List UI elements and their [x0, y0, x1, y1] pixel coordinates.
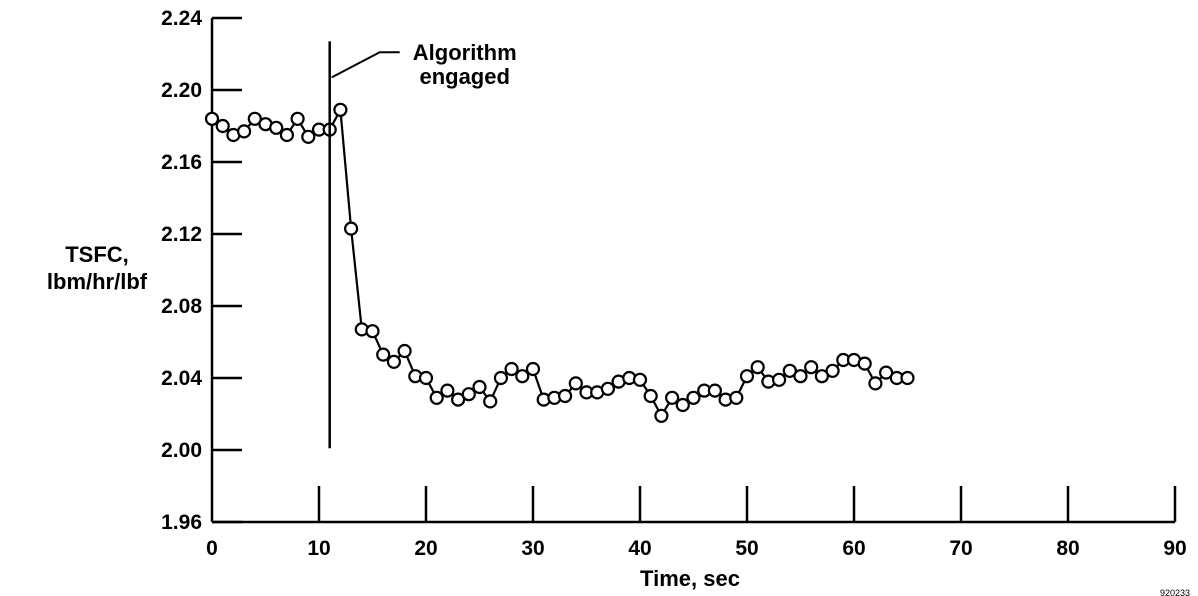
data-point	[418, 370, 434, 386]
annotation-label: Algorithm	[413, 40, 517, 65]
y-tick-label: 2.00	[161, 439, 202, 462]
x-tick-label: 60	[842, 537, 865, 560]
data-point	[247, 111, 262, 126]
data-point	[493, 370, 508, 386]
data-point	[365, 324, 380, 339]
data-point	[461, 387, 476, 402]
y-axis-title-line-1: TSFC,	[65, 242, 129, 267]
data-point	[804, 360, 819, 375]
x-tick-label: 70	[949, 537, 972, 560]
data-point	[386, 354, 401, 369]
x-tick-label: 20	[414, 537, 437, 560]
data-point	[878, 365, 894, 380]
x-tick-label: 40	[628, 537, 651, 560]
data-point	[664, 390, 680, 405]
data-point	[729, 390, 744, 405]
data-point	[237, 124, 252, 139]
data-point	[472, 379, 487, 395]
data-point	[568, 376, 583, 391]
data-point	[269, 120, 284, 135]
data-point	[397, 343, 412, 359]
y-axis-title-line-2: lbm/hr/lbf	[47, 269, 148, 294]
data-point	[279, 127, 294, 143]
x-tick-label: 80	[1056, 537, 1079, 560]
data-point	[654, 408, 669, 423]
data-point	[290, 111, 305, 126]
annotation-leader	[331, 51, 400, 79]
x-tick-label: 30	[521, 537, 544, 560]
y-tick-label: 2.08	[161, 295, 202, 318]
data-series	[204, 102, 915, 423]
data-point	[376, 347, 391, 362]
data-point	[632, 372, 648, 387]
x-tick-label: 10	[307, 537, 330, 560]
data-point	[451, 392, 466, 407]
y-tick-label: 1.96	[161, 511, 202, 534]
data-point	[504, 361, 519, 377]
data-point	[739, 369, 755, 384]
data-point	[429, 390, 444, 405]
y-tick-label: 2.20	[161, 79, 202, 102]
data-point	[675, 397, 690, 413]
data-point	[204, 111, 220, 126]
data-point	[301, 129, 316, 144]
data-point	[857, 356, 872, 371]
data-point	[707, 383, 723, 398]
x-axis-title: Time, sec	[640, 566, 740, 591]
data-point	[333, 102, 348, 117]
data-point	[782, 363, 797, 378]
data-point	[900, 370, 915, 386]
figure-id: 920233	[1160, 588, 1190, 596]
axes: 0 10 20 30 40 50 60 70 80 90 1.96 2.00 2.04 2.08 2.12 2…	[161, 7, 1187, 560]
y-tick-label: 2.24	[161, 7, 202, 30]
y-tick-label: 2.16	[161, 151, 202, 174]
data-point	[215, 118, 230, 134]
data-point	[525, 361, 541, 377]
data-point	[557, 388, 573, 404]
data-point	[825, 363, 840, 378]
x-tick-label: 0	[206, 537, 218, 560]
data-point	[344, 221, 359, 236]
y-tick-label: 2.12	[161, 223, 202, 246]
y-tick-label: 2.04	[161, 367, 202, 390]
data-point	[440, 383, 455, 398]
x-tick-label: 90	[1163, 537, 1186, 560]
data-point	[643, 388, 658, 404]
data-point	[771, 372, 787, 387]
data-point	[483, 394, 498, 409]
data-point	[600, 381, 616, 396]
data-point	[750, 360, 765, 375]
data-point	[515, 369, 530, 384]
annotation-label: engaged	[419, 64, 509, 89]
x-tick-label: 50	[735, 537, 758, 560]
data-point	[868, 376, 883, 391]
data-point	[686, 390, 701, 405]
data-point	[814, 369, 830, 384]
data-point	[793, 369, 808, 384]
